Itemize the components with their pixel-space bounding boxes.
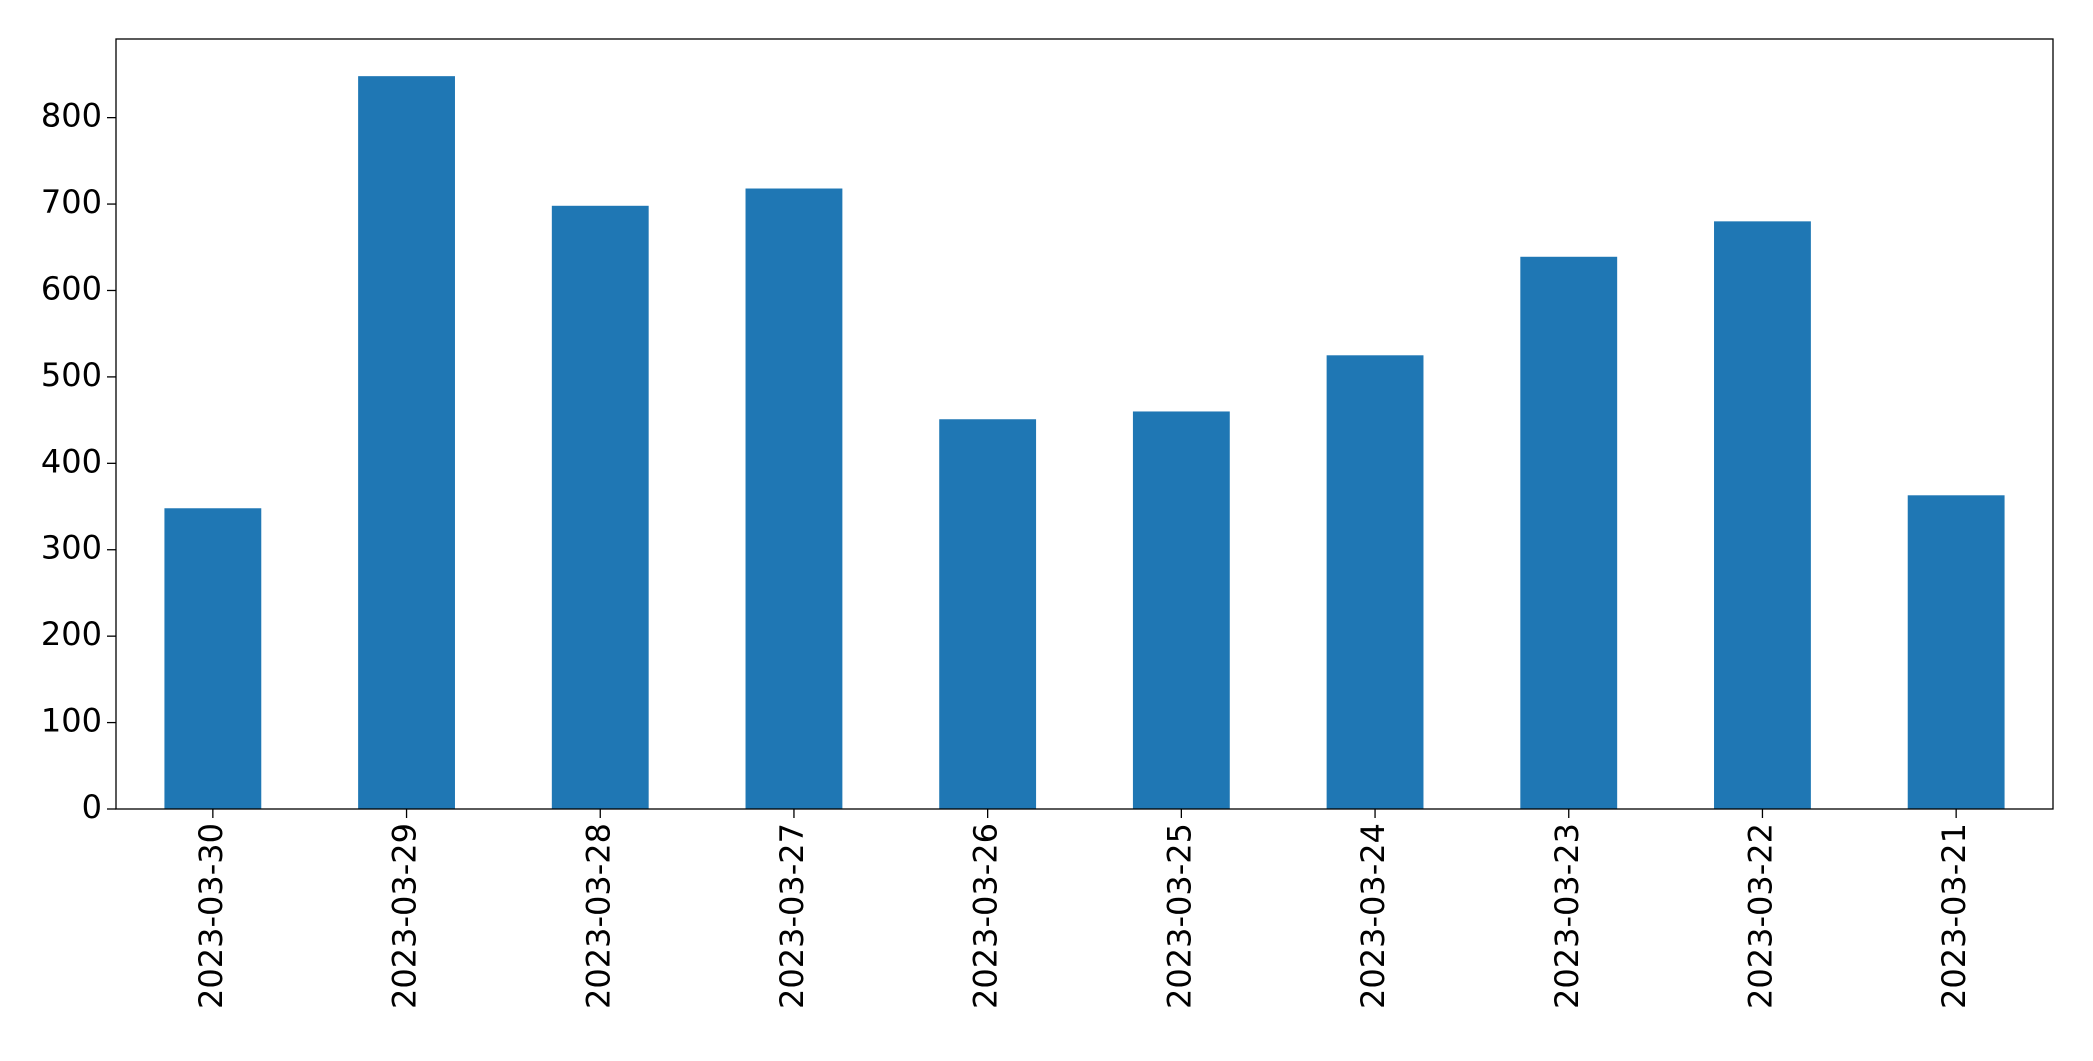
y-tick-label: 300 [41, 529, 102, 567]
plot-frame [115, 38, 2054, 810]
x-tick-label: 2023-03-23 [1548, 823, 1586, 1009]
bar [939, 419, 1037, 809]
y-tick-label: 400 [41, 442, 102, 480]
y-tick-label: 0 [82, 788, 102, 826]
bar [1714, 221, 1811, 809]
x-tick-label: 2023-03-25 [1160, 823, 1198, 1009]
y-tick-label: 600 [41, 269, 102, 307]
bar [1907, 495, 2005, 809]
bar [1326, 355, 1424, 809]
bar [551, 205, 649, 809]
x-tick-label: 2023-03-22 [1741, 823, 1779, 1009]
x-tick-label: 2023-03-29 [386, 823, 424, 1009]
y-tick-label: 800 [41, 97, 102, 135]
x-tick-label: 2023-03-26 [967, 823, 1005, 1009]
y-tick-label: 500 [41, 356, 102, 394]
bar [1132, 411, 1230, 809]
y-tick-label: 200 [41, 615, 102, 653]
x-tick-label: 2023-03-21 [1935, 823, 1973, 1009]
x-tick-label: 2023-03-24 [1354, 823, 1392, 1009]
x-tick-label: 2023-03-30 [192, 823, 230, 1009]
bar [164, 508, 262, 809]
x-tick-label: 2023-03-27 [773, 823, 811, 1009]
bar [745, 188, 843, 810]
y-tick-label: 100 [41, 702, 102, 740]
bar [1520, 256, 1618, 809]
x-tick-label: 2023-03-28 [579, 823, 617, 1009]
bar [358, 76, 455, 809]
y-tick-label: 700 [41, 183, 102, 221]
